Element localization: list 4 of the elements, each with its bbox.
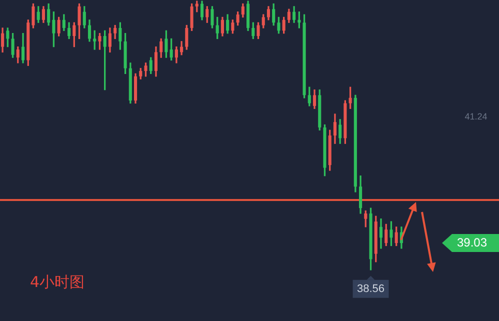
annotation: 38.56 bbox=[356, 282, 385, 295]
text: 39.03 bbox=[456, 235, 488, 250]
text: 41.24 bbox=[464, 111, 488, 122]
text: 4小时图 bbox=[30, 272, 85, 291]
